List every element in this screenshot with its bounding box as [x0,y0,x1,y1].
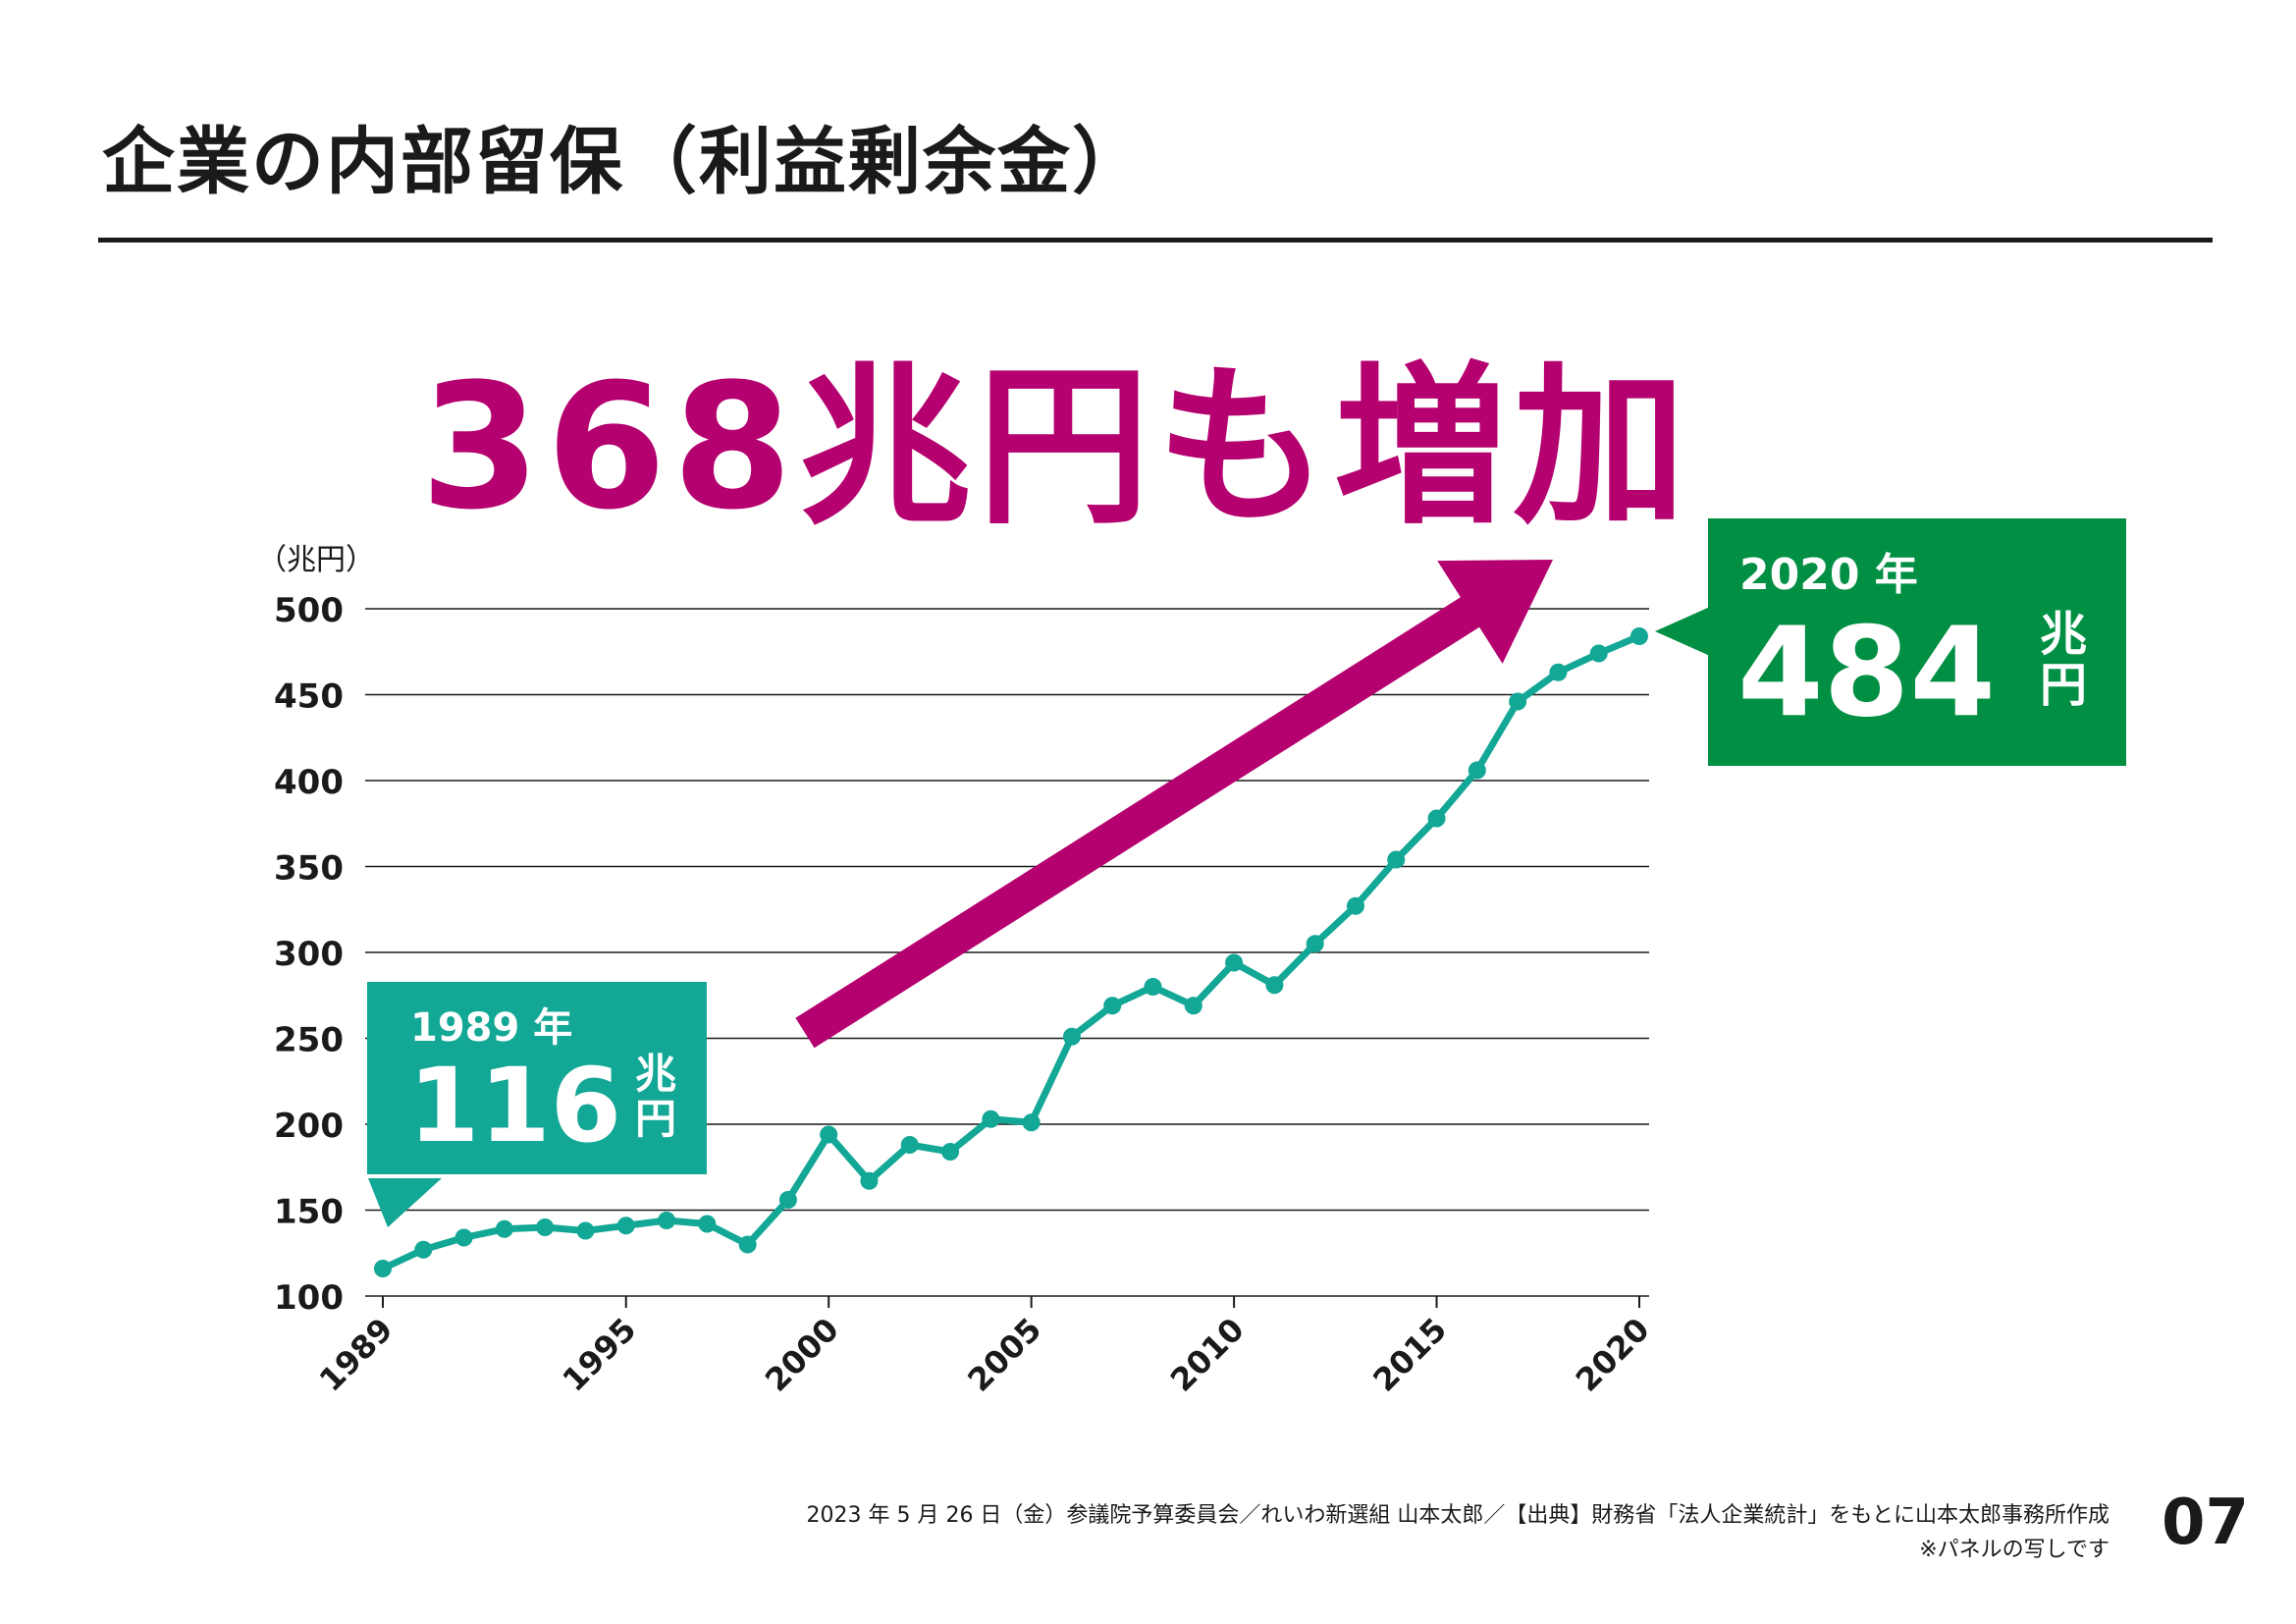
data-point [1346,896,1364,915]
data-point [1589,644,1608,663]
data-point [778,1191,797,1209]
data-point [1062,1027,1081,1046]
data-point [1427,809,1446,828]
grid-lines [365,608,1649,1297]
data-point [616,1217,635,1235]
y-tick-label: 350 [274,849,344,889]
y-tick-label: 250 [274,1021,344,1060]
x-tick-label: 1989 [312,1311,400,1399]
data-point [1184,997,1202,1015]
data-point [414,1240,433,1259]
page-number: 07 [2162,1487,2250,1559]
callout-2020-pointer [1655,607,1710,656]
title-divider [98,238,2213,243]
x-tick-label: 2010 [1163,1311,1252,1399]
data-point [495,1219,513,1238]
y-tick-label: 300 [274,935,344,974]
data-point [1144,978,1162,996]
data-point [374,1260,392,1277]
data-point [820,1125,838,1144]
callout-2020-box [1708,518,2126,766]
x-tick-label: 2005 [960,1311,1048,1399]
data-point [1265,976,1284,995]
data-point [860,1171,879,1190]
data-point [658,1212,676,1229]
callout-2020-year: 2020 年 [1739,550,1918,600]
data-point [1630,627,1648,645]
y-tick-labels: 100 150 200 250 300 350 400 450 500 [274,591,344,1318]
data-point [1225,953,1244,972]
data-series-layer [374,627,1648,1277]
y-tick-label: 200 [274,1107,344,1146]
data-point [900,1136,919,1154]
callout-1989-year: 1989 年 [410,1005,572,1051]
increase-arrow [795,560,1553,1049]
x-tick-label: 2020 [1569,1311,1657,1399]
y-tick-label: 500 [274,591,344,630]
data-point [576,1221,595,1240]
callout-1989-unit: 兆円 [635,1050,676,1143]
y-tick-label: 150 [274,1193,344,1232]
x-tick-label: 2015 [1365,1311,1454,1399]
x-tick-labels: 1989 1995 2000 2005 2010 2015 2020 [312,1296,1657,1399]
data-point [1103,997,1122,1015]
data-point [982,1110,1000,1128]
footer-source: 2023 年 5 月 26 日（金）参議院予算委員会／れいわ新選組 山本太郎／【… [806,1503,2109,1528]
data-point [1468,761,1486,780]
data-point [698,1215,717,1233]
callout-1989-value: 116 [408,1046,621,1165]
callout-1989-pointer [368,1178,442,1227]
y-tick-label: 100 [274,1278,344,1318]
footer-note: ※パネルの写しです [1919,1538,2109,1562]
callout-2020-value: 484 [1737,600,1996,744]
data-point [941,1143,960,1161]
data-point [1509,692,1527,711]
data-point [738,1235,757,1254]
headline: 368兆円も増加 [420,347,1692,548]
data-point [454,1228,473,1247]
y-axis-label: （兆円） [257,543,375,577]
callout-2020: 2020 年 484 兆円 [1655,518,2126,766]
page-title: 企業の内部留保（利益剰余金） [102,120,1147,204]
arrow-icon [795,560,1553,1049]
x-tick-label: 2000 [758,1311,846,1399]
y-tick-label: 400 [274,763,344,802]
callout-1989-box [367,982,707,1174]
data-point [1022,1113,1041,1132]
callout-2020-unit: 兆円 [2040,607,2087,713]
data-point [1306,935,1324,953]
callout-1989: 1989 年 116 兆円 [367,982,707,1227]
data-point [1387,850,1406,869]
x-tick-label: 1995 [556,1311,644,1399]
data-point [1549,663,1568,681]
y-tick-label: 450 [274,677,344,717]
data-point [536,1218,555,1236]
